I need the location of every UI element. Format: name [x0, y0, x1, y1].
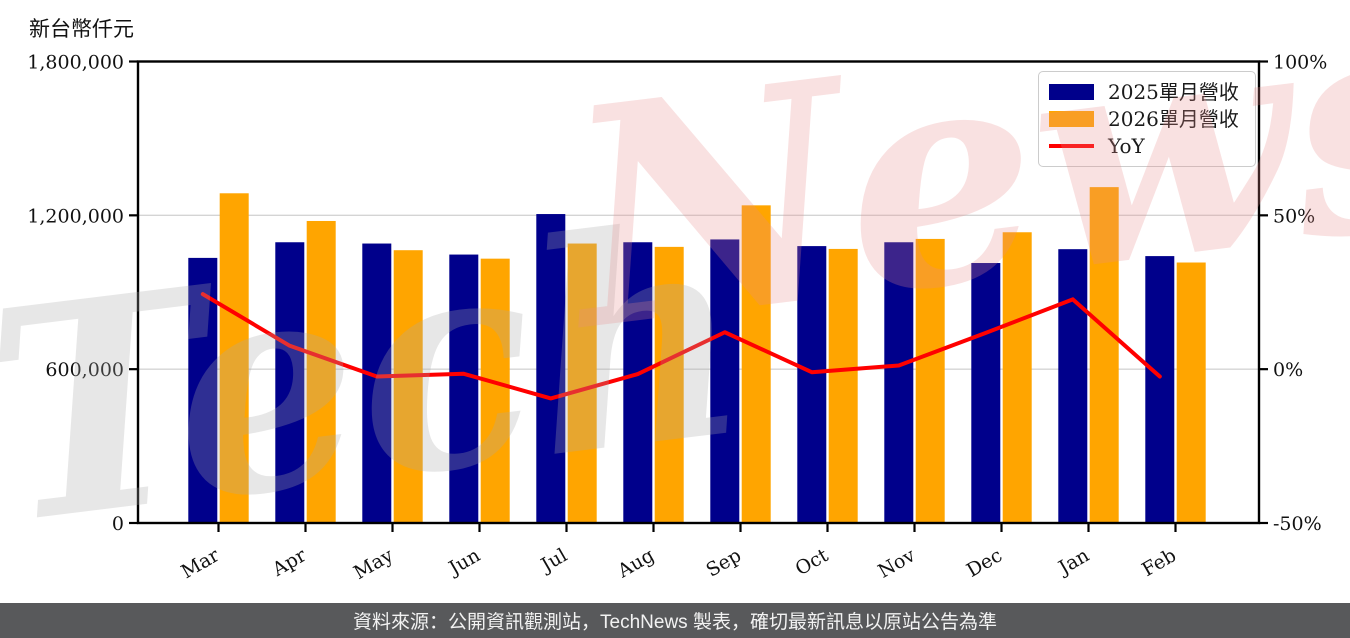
legend-label-2026: 2026單月營收 [1108, 106, 1239, 131]
legend-item-2025: 2025單月營收 [1049, 82, 1245, 102]
legend-label-yoy: YoY [1108, 133, 1145, 158]
left-axis-title: 新台幣仟元 [29, 17, 134, 41]
x-tick-label-Sep: Sep [702, 544, 745, 581]
right-tick-label-50%: 50% [1273, 205, 1315, 227]
bar-2026單月營收-May [393, 250, 423, 524]
bar-2026單月營收-Mar [219, 193, 249, 524]
bar-2025單月營收-Apr [275, 242, 305, 524]
x-tick-label-Mar: Mar [177, 544, 223, 583]
bar-2025單月營收-Sep [710, 239, 740, 523]
chart-legend: 2025單月營收 2026單月營收 YoY [1038, 71, 1256, 167]
plot-frame [136, 60, 1261, 525]
legend-item-yoy: YoY [1049, 136, 1245, 156]
bar-2025單月營收-Aug [623, 242, 653, 524]
bar-2025單月營收-Jun [449, 254, 479, 523]
x-tick-label-Jun: Jun [443, 544, 484, 580]
x-tick-label-Apr: Apr [268, 544, 311, 581]
left-tick-label-1,800,000: 1,800,000 [27, 52, 124, 74]
bar-2026單月營收-Aug [654, 246, 684, 523]
legend-swatch-2025-icon [1049, 84, 1094, 101]
left-tick-label-600,000: 600,000 [45, 359, 124, 381]
x-tick-label-Oct: Oct [792, 544, 833, 580]
x-tick-label-Dec: Dec [963, 544, 1006, 582]
bar-2025單月營收-Oct [797, 246, 827, 523]
bar-2026單月營收-Jun [480, 258, 510, 523]
bar-2025單月營收-Dec [971, 263, 1001, 523]
right-tick-label-100%: 100% [1273, 52, 1327, 74]
source-footer-bar: 資料來源：公開資訊觀測站，TechNews 製表，確切最新訊息以原站公告為準 [0, 603, 1350, 638]
bar-2026單月營收-Nov [915, 238, 945, 523]
bar-2026單月營收-Jan [1089, 187, 1119, 523]
bar-2025單月營收-May [362, 243, 392, 523]
x-tick-label-May: May [350, 544, 397, 584]
bar-2025單月營收-Nov [884, 242, 914, 524]
x-tick-label-Aug: Aug [613, 544, 658, 583]
bar-2026單月營收-Sep [741, 205, 771, 523]
yoy-line [200, 292, 1162, 401]
right-tick-label--50%: -50% [1273, 513, 1322, 535]
bar-2026單月營收-Feb [1176, 262, 1206, 523]
left-tick-label-0: 0 [112, 513, 124, 535]
bar-2025單月營收-Feb [1145, 256, 1175, 523]
x-tick-label-Jul: Jul [536, 544, 571, 577]
legend-swatch-yoy-icon [1049, 143, 1094, 148]
bar-2026單月營收-Oct [828, 248, 858, 523]
bar-2026單月營收-Jul [567, 243, 597, 523]
bar-2025單月營收-Mar [188, 257, 218, 523]
right-tick-label-0%: 0% [1273, 359, 1303, 381]
bar-2026單月營收-Apr [306, 220, 336, 524]
legend-item-2026: 2026單月營收 [1049, 109, 1245, 129]
bar-2026單月營收-Dec [1002, 232, 1032, 523]
left-tick-label-1,200,000: 1,200,000 [27, 205, 124, 227]
x-tick-label-Feb: Feb [1138, 544, 1180, 581]
source-footer-text: 資料來源：公開資訊觀測站，TechNews 製表，確切最新訊息以原站公告為準 [353, 612, 997, 633]
x-tick-label-Nov: Nov [874, 544, 919, 583]
x-tick-label-Jan: Jan [1053, 544, 1093, 580]
bar-2025單月營收-Jan [1058, 249, 1088, 523]
bar-2025單月營收-Jul [536, 214, 566, 523]
legend-label-2025: 2025單月營收 [1108, 80, 1239, 105]
legend-swatch-2026-icon [1049, 110, 1094, 127]
